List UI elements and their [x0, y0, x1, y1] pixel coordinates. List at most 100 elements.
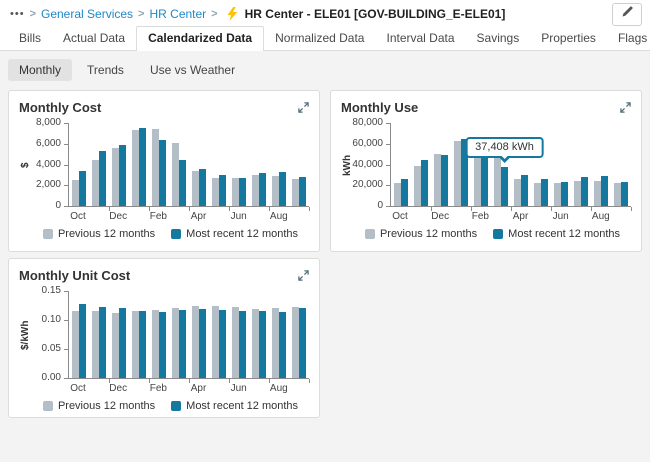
tab-normalized-data[interactable]: Normalized Data	[275, 31, 365, 45]
bar[interactable]	[561, 181, 568, 206]
y-axis-title: $/kWh	[20, 320, 31, 350]
bar[interactable]	[192, 171, 199, 206]
tab-bills[interactable]: Bills	[19, 31, 42, 45]
bar[interactable]	[394, 183, 401, 206]
subtab-monthly[interactable]: Monthly	[8, 59, 73, 81]
bar[interactable]	[279, 171, 286, 206]
bar[interactable]	[594, 181, 601, 206]
bar[interactable]	[152, 129, 159, 206]
bar[interactable]	[232, 307, 239, 378]
lightning-bolt-icon	[227, 7, 238, 21]
expand-icon[interactable]	[298, 270, 309, 281]
bar[interactable]	[139, 128, 146, 206]
bar[interactable]	[574, 180, 581, 206]
bar[interactable]	[239, 311, 246, 378]
bar[interactable]	[501, 167, 508, 206]
bar[interactable]	[554, 182, 561, 206]
breadcrumb-link-general-services[interactable]: General Services	[41, 7, 134, 21]
bar[interactable]	[279, 311, 286, 378]
bar[interactable]	[621, 182, 628, 206]
bar[interactable]	[239, 178, 246, 206]
tab-interval-data[interactable]: Interval Data	[386, 31, 455, 45]
bar[interactable]	[132, 310, 139, 378]
bar[interactable]	[272, 307, 279, 378]
bar[interactable]	[92, 310, 99, 378]
bar[interactable]	[401, 178, 408, 206]
bar[interactable]	[292, 307, 299, 378]
bar[interactable]	[212, 306, 219, 378]
bar[interactable]	[454, 140, 461, 206]
ellipsis-icon[interactable]: •••	[10, 8, 25, 20]
legend-item[interactable]: Previous 12 months	[364, 228, 477, 240]
bar[interactable]	[601, 175, 608, 206]
legend-item[interactable]: Most recent 12 months	[493, 228, 620, 240]
bar[interactable]	[521, 174, 528, 206]
legend-item[interactable]: Previous 12 months	[42, 228, 155, 240]
bar[interactable]	[192, 305, 199, 378]
tab-properties[interactable]: Properties	[541, 31, 596, 45]
legend-item[interactable]: Previous 12 months	[42, 400, 155, 412]
bar[interactable]	[581, 176, 588, 206]
tab-calendarized-data[interactable]: Calendarized Data	[136, 26, 265, 51]
bar[interactable]	[259, 173, 266, 206]
bar[interactable]	[72, 311, 79, 378]
bar[interactable]	[199, 308, 206, 378]
bar[interactable]	[534, 183, 541, 206]
bar[interactable]	[252, 308, 259, 378]
bar[interactable]	[494, 152, 501, 206]
bar[interactable]	[99, 307, 106, 378]
bar[interactable]	[172, 142, 179, 206]
subtab-trends[interactable]: Trends	[87, 63, 124, 77]
x-tick-label: Feb	[149, 211, 167, 222]
bar[interactable]	[112, 313, 119, 378]
bar[interactable]	[179, 310, 186, 378]
legend-item[interactable]: Most recent 12 months	[171, 228, 298, 240]
bar[interactable]	[79, 171, 86, 206]
bar[interactable]	[299, 308, 306, 378]
breadcrumb-link-hr-center[interactable]: HR Center	[149, 7, 207, 21]
tab-actual-data[interactable]: Actual Data	[63, 31, 126, 45]
bar[interactable]	[99, 151, 106, 206]
bar[interactable]	[461, 139, 468, 206]
bar[interactable]	[541, 179, 548, 206]
bar[interactable]	[199, 169, 206, 206]
legend-item[interactable]: Most recent 12 months	[171, 400, 298, 412]
bar[interactable]	[514, 178, 521, 206]
bar[interactable]	[434, 154, 441, 206]
expand-icon[interactable]	[620, 102, 631, 113]
bar[interactable]	[72, 179, 79, 206]
bar[interactable]	[92, 159, 99, 206]
tab-savings[interactable]: Savings	[476, 31, 520, 45]
bar[interactable]	[119, 307, 126, 378]
bar[interactable]	[79, 304, 86, 378]
bar[interactable]	[132, 130, 139, 206]
bar[interactable]	[481, 148, 488, 206]
bar[interactable]	[474, 140, 481, 206]
edit-button[interactable]	[612, 2, 642, 26]
bar[interactable]	[259, 311, 266, 378]
bar[interactable]	[414, 166, 421, 206]
bar[interactable]	[441, 155, 448, 206]
bar[interactable]	[139, 310, 146, 378]
bar[interactable]	[219, 309, 226, 378]
subtab-use-vs-weather[interactable]: Use vs Weather	[149, 63, 236, 77]
bar[interactable]	[159, 139, 166, 206]
bar[interactable]	[272, 175, 279, 206]
bar[interactable]	[212, 178, 219, 206]
tab-flags[interactable]: Flags	[617, 31, 648, 45]
bar[interactable]	[172, 307, 179, 378]
bar[interactable]	[219, 174, 226, 206]
bar[interactable]	[112, 148, 119, 206]
bar[interactable]	[159, 311, 166, 378]
bar[interactable]	[232, 178, 239, 206]
expand-icon[interactable]	[298, 102, 309, 113]
bar[interactable]	[152, 310, 159, 378]
bar[interactable]	[421, 160, 428, 206]
x-tick-label	[571, 211, 591, 222]
bar[interactable]	[179, 160, 186, 206]
bar[interactable]	[292, 178, 299, 206]
bar[interactable]	[252, 175, 259, 206]
bar[interactable]	[119, 144, 126, 206]
bar[interactable]	[614, 183, 621, 206]
bar[interactable]	[299, 177, 306, 206]
